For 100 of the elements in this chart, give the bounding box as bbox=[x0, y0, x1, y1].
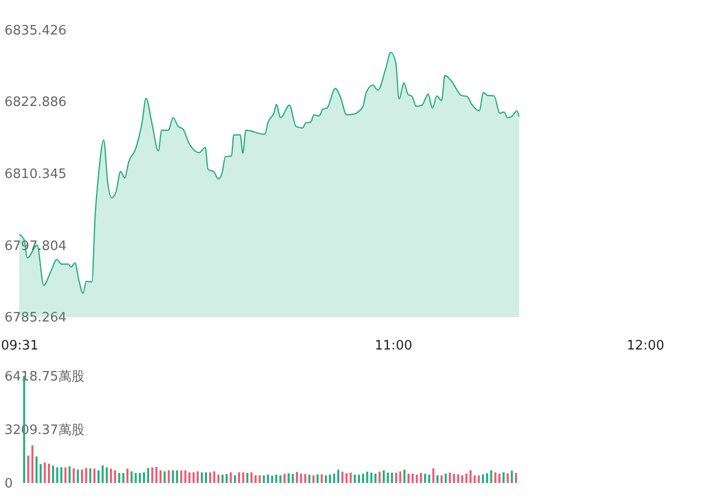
bar bbox=[27, 455, 30, 483]
bar bbox=[329, 474, 331, 483]
bar bbox=[378, 472, 381, 483]
bar bbox=[130, 471, 133, 483]
bar bbox=[412, 474, 414, 483]
bar bbox=[482, 474, 484, 483]
bar bbox=[89, 468, 92, 483]
bar bbox=[98, 470, 100, 483]
bar bbox=[408, 474, 410, 483]
bar bbox=[288, 473, 290, 483]
bar bbox=[382, 470, 385, 483]
bar bbox=[151, 467, 154, 483]
bar bbox=[172, 470, 174, 483]
bar bbox=[333, 474, 336, 483]
bar bbox=[262, 475, 265, 483]
bar bbox=[238, 472, 240, 483]
bar bbox=[180, 470, 182, 483]
y-tick-label: 6810.345 bbox=[4, 167, 67, 182]
bar bbox=[271, 476, 274, 483]
bar bbox=[350, 472, 352, 483]
bar bbox=[304, 474, 306, 483]
bar bbox=[254, 475, 257, 483]
bar bbox=[267, 474, 269, 483]
bar bbox=[213, 471, 216, 483]
bar bbox=[494, 472, 496, 483]
bar bbox=[470, 470, 472, 483]
bar bbox=[85, 468, 88, 483]
bar bbox=[312, 475, 314, 483]
bar bbox=[31, 445, 34, 483]
bar bbox=[118, 473, 120, 483]
bar bbox=[292, 474, 294, 483]
bar bbox=[320, 474, 323, 483]
bar bbox=[110, 468, 112, 483]
bar bbox=[250, 472, 252, 483]
bar bbox=[200, 472, 203, 483]
bar bbox=[160, 470, 162, 483]
bar bbox=[188, 472, 190, 483]
bar bbox=[246, 473, 248, 483]
bar bbox=[444, 474, 447, 483]
bar bbox=[506, 473, 509, 483]
bar bbox=[93, 468, 96, 483]
x-tick-label: 09:31 bbox=[0, 338, 38, 354]
bar bbox=[486, 473, 488, 483]
y-tick-label: 6822.886 bbox=[4, 95, 67, 110]
bar bbox=[122, 473, 124, 483]
bar bbox=[416, 474, 418, 483]
bar bbox=[68, 466, 71, 483]
bar bbox=[126, 468, 128, 483]
bar bbox=[362, 474, 364, 483]
x-tick-label: 12:00 bbox=[626, 338, 664, 354]
bar bbox=[490, 470, 492, 483]
y-tick-label: 6785.264 bbox=[4, 310, 67, 326]
bar bbox=[474, 475, 476, 483]
bar bbox=[48, 464, 50, 483]
bar bbox=[106, 467, 108, 483]
y-tick-label: 6418.75萬股 bbox=[4, 370, 84, 384]
bar bbox=[399, 471, 402, 483]
bar bbox=[478, 475, 480, 483]
bar bbox=[242, 472, 244, 483]
bar bbox=[316, 474, 319, 483]
bar bbox=[395, 472, 398, 483]
bar bbox=[134, 473, 137, 483]
bar bbox=[196, 471, 199, 483]
bar bbox=[81, 470, 83, 483]
bar bbox=[308, 474, 310, 483]
bar bbox=[461, 475, 464, 483]
bar bbox=[64, 467, 66, 483]
bar bbox=[428, 474, 430, 483]
bar bbox=[40, 464, 42, 483]
bar bbox=[176, 470, 178, 483]
bar bbox=[275, 474, 278, 483]
bar bbox=[114, 470, 116, 483]
bar bbox=[510, 470, 513, 483]
bar bbox=[217, 474, 220, 483]
bar bbox=[234, 475, 236, 483]
bar bbox=[102, 465, 104, 483]
bar bbox=[502, 472, 505, 483]
bar bbox=[341, 472, 344, 483]
bar bbox=[192, 472, 195, 483]
bar bbox=[164, 471, 166, 483]
bar bbox=[296, 472, 298, 483]
bar bbox=[147, 468, 150, 483]
bar bbox=[366, 472, 368, 483]
bar bbox=[337, 470, 340, 483]
bar bbox=[440, 475, 443, 483]
bar bbox=[465, 474, 468, 483]
bar bbox=[168, 470, 170, 483]
bar bbox=[138, 473, 141, 483]
bar bbox=[457, 474, 460, 483]
x-tick-label: 11:00 bbox=[374, 338, 412, 354]
bar bbox=[300, 474, 302, 483]
bar bbox=[436, 475, 438, 483]
bar bbox=[358, 474, 360, 483]
bar bbox=[44, 462, 46, 483]
bar bbox=[386, 472, 389, 483]
bar bbox=[184, 470, 186, 483]
y-tick-label: 0 bbox=[4, 476, 13, 492]
bar bbox=[370, 472, 372, 483]
y-tick-label: 6835.426 bbox=[4, 24, 67, 38]
bar bbox=[324, 475, 327, 483]
